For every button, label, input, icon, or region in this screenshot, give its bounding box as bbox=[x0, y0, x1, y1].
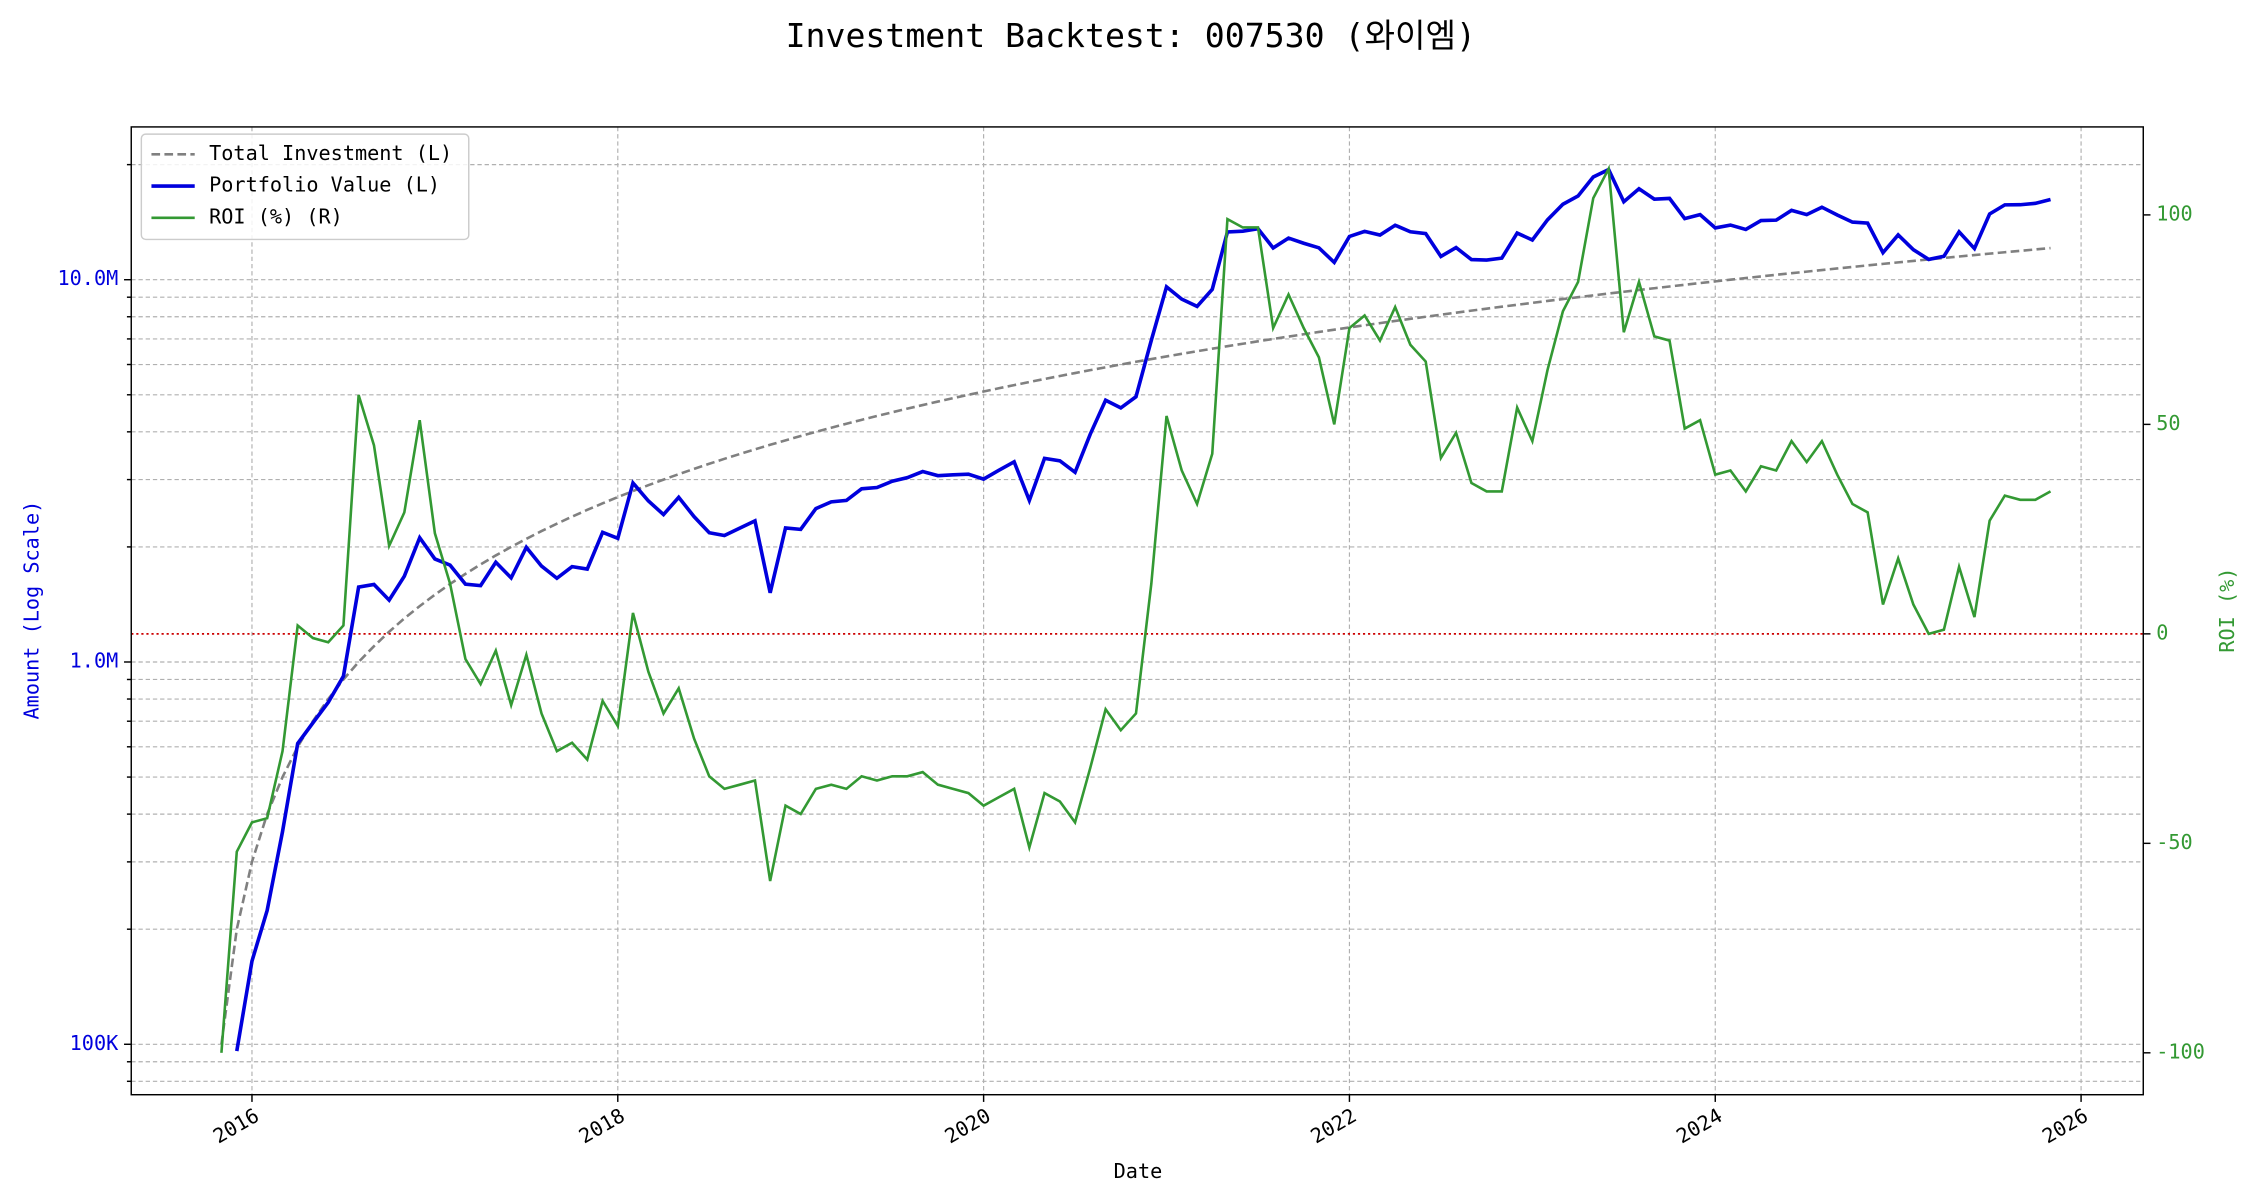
legend-label: Total Investment (L) bbox=[209, 141, 452, 165]
y-tick-label: 1.0M bbox=[70, 648, 119, 672]
y2-tick-label: 50 bbox=[2156, 411, 2180, 435]
legend-box bbox=[140, 133, 470, 241]
y-tick-label: 10.0M bbox=[57, 266, 118, 290]
y2-tick-label: 100 bbox=[2156, 201, 2192, 225]
y2-tick-label: -100 bbox=[2156, 1039, 2205, 1063]
x-axis-label: Date bbox=[1114, 1159, 1163, 1183]
series-line bbox=[220, 246, 2051, 1045]
y-tick-label: 100K bbox=[70, 1031, 119, 1055]
y2-axis-label: ROI (%) bbox=[2215, 568, 2239, 653]
y2-tick-label: -50 bbox=[2156, 830, 2192, 854]
legend-label: Portfolio Value (L) bbox=[209, 173, 440, 197]
y-axis-label: Amount (Log Scale) bbox=[20, 501, 44, 720]
series-line bbox=[235, 167, 2051, 1052]
y2-tick-label: 0 bbox=[2156, 620, 2168, 644]
series-line bbox=[220, 164, 2052, 1053]
plot-frame bbox=[130, 126, 2144, 1096]
legend-label: ROI (%) (R) bbox=[209, 204, 343, 228]
chart-title: Investment Backtest: 007530 (와이엠) bbox=[786, 16, 1476, 55]
